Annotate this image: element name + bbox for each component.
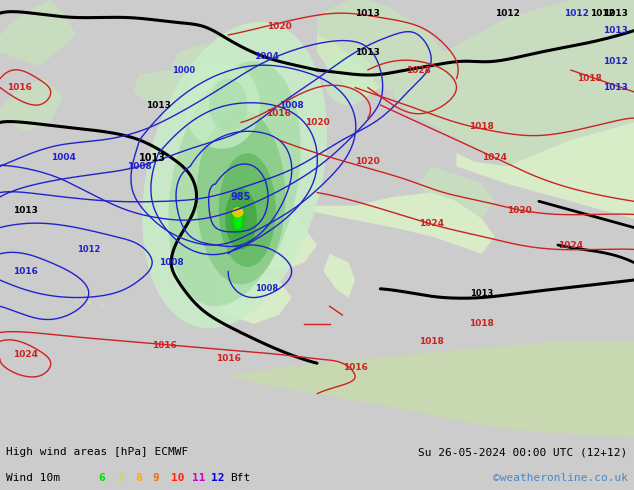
Text: 1004: 1004 <box>254 52 279 61</box>
Text: 6: 6 <box>98 473 105 484</box>
Text: 1013: 1013 <box>602 83 628 92</box>
Text: 1012: 1012 <box>590 9 615 18</box>
Text: 1013: 1013 <box>146 100 171 110</box>
Polygon shape <box>203 162 241 193</box>
Text: 1013: 1013 <box>470 289 493 297</box>
Polygon shape <box>323 52 374 105</box>
Polygon shape <box>0 79 63 131</box>
Polygon shape <box>234 213 242 229</box>
Text: 1024: 1024 <box>418 219 444 228</box>
Text: 1008: 1008 <box>279 100 304 110</box>
Text: 1020: 1020 <box>266 22 292 31</box>
Text: 1013: 1013 <box>602 9 628 18</box>
Text: 9: 9 <box>153 473 160 484</box>
Text: Su 26-05-2024 00:00 UTC (12+12): Su 26-05-2024 00:00 UTC (12+12) <box>418 447 628 457</box>
Text: 1024: 1024 <box>558 241 583 249</box>
Text: 7: 7 <box>117 473 124 484</box>
Polygon shape <box>169 61 301 306</box>
Polygon shape <box>225 188 257 249</box>
Polygon shape <box>418 166 495 219</box>
Text: 1000: 1000 <box>172 66 195 74</box>
Text: 1013: 1013 <box>355 9 380 18</box>
Text: 1008: 1008 <box>158 258 184 267</box>
Text: 1024: 1024 <box>482 153 507 162</box>
Polygon shape <box>235 197 317 271</box>
Polygon shape <box>304 193 495 254</box>
Text: Bft: Bft <box>230 473 250 484</box>
Polygon shape <box>235 105 260 131</box>
Polygon shape <box>219 153 276 267</box>
Text: 8: 8 <box>135 473 142 484</box>
Text: 1016: 1016 <box>6 83 32 92</box>
Polygon shape <box>317 0 469 114</box>
Text: 1012: 1012 <box>495 9 520 18</box>
Text: 1004: 1004 <box>51 153 76 162</box>
Polygon shape <box>184 61 260 149</box>
Polygon shape <box>230 206 245 236</box>
Text: 1020: 1020 <box>507 205 533 215</box>
Text: 1016: 1016 <box>266 109 292 118</box>
Text: 1013: 1013 <box>139 152 165 163</box>
Text: 1013: 1013 <box>355 48 380 57</box>
Text: 1016: 1016 <box>13 267 38 276</box>
Text: 1012: 1012 <box>602 57 628 66</box>
Polygon shape <box>222 100 260 127</box>
Polygon shape <box>216 263 292 324</box>
Text: 1016: 1016 <box>216 354 241 363</box>
Text: Wind 10m: Wind 10m <box>6 473 60 484</box>
Text: 1024: 1024 <box>13 350 38 359</box>
Polygon shape <box>171 44 254 96</box>
Text: 1020: 1020 <box>304 118 330 127</box>
Text: 1018: 1018 <box>418 337 444 346</box>
Text: 1016: 1016 <box>152 341 178 350</box>
Text: 1012: 1012 <box>564 9 590 18</box>
Text: 10: 10 <box>171 473 184 484</box>
Text: 1008: 1008 <box>127 162 152 171</box>
Text: 1008: 1008 <box>255 284 278 294</box>
Text: 1013: 1013 <box>13 205 38 215</box>
Text: 985: 985 <box>231 192 251 202</box>
Polygon shape <box>209 79 247 131</box>
Polygon shape <box>323 254 355 297</box>
Polygon shape <box>317 35 380 96</box>
Polygon shape <box>142 22 327 328</box>
Text: 11: 11 <box>192 473 205 484</box>
Polygon shape <box>393 0 634 175</box>
Text: 1018: 1018 <box>469 319 495 328</box>
Polygon shape <box>233 208 243 217</box>
Polygon shape <box>228 342 634 438</box>
Text: ©weatheronline.co.uk: ©weatheronline.co.uk <box>493 473 628 484</box>
Text: 1016: 1016 <box>342 363 368 372</box>
Text: 1013: 1013 <box>602 26 628 35</box>
Text: 12: 12 <box>211 473 224 484</box>
Text: 1018: 1018 <box>469 122 495 131</box>
Polygon shape <box>456 122 634 219</box>
Polygon shape <box>228 122 279 188</box>
Polygon shape <box>197 109 285 284</box>
Text: 1028: 1028 <box>406 66 431 74</box>
Polygon shape <box>0 0 76 66</box>
Text: 1012: 1012 <box>77 245 100 254</box>
Text: 1018: 1018 <box>577 74 602 83</box>
Text: 1020: 1020 <box>355 157 380 167</box>
Text: High wind areas [hPa] ECMWF: High wind areas [hPa] ECMWF <box>6 447 188 457</box>
Polygon shape <box>133 70 190 105</box>
